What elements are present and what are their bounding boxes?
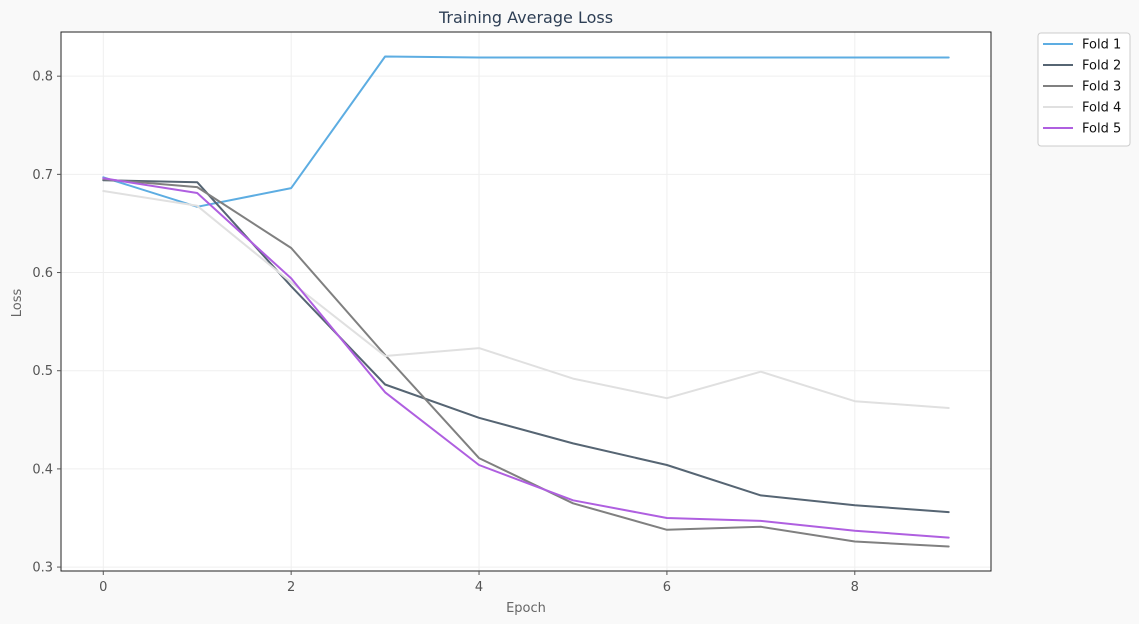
y-tick-label-5: 0.8: [32, 70, 53, 85]
y-tick-label-4: 0.7: [32, 168, 53, 183]
y-axis-label: Loss: [10, 289, 25, 318]
y-tick-label-3: 0.6: [32, 266, 53, 281]
x-tick-label-0: 0: [99, 580, 107, 595]
series-line-fold-2: [102, 179, 950, 514]
plot-background: [61, 32, 991, 571]
y-tick-label-0: 0.3: [32, 561, 53, 576]
series-line-fold-4: [102, 190, 950, 409]
series-line-fold-1: [102, 55, 950, 208]
legend-label-fold-5: Fold 5: [1082, 122, 1121, 137]
legend-box: [1037, 32, 1131, 147]
x-tick-label-4: 8: [851, 580, 859, 595]
legend-label-fold-2: Fold 2: [1082, 59, 1121, 74]
axis-ticks: 0 2 4 6 8 0.3 0.4 0.5 0.6 0.7 0.8: [32, 70, 859, 595]
y-tick-label-2: 0.5: [32, 364, 53, 379]
y-tick-label-1: 0.4: [32, 462, 53, 477]
x-tick-label-3: 6: [663, 580, 671, 595]
x-axis-label: Epoch: [506, 601, 546, 616]
series-lines: [102, 55, 950, 548]
plot-area-frame: [60, 31, 992, 572]
series-line-fold-3: [102, 178, 950, 548]
legend-label-fold-1: Fold 1: [1082, 38, 1121, 53]
x-tick-label-2: 4: [475, 580, 483, 595]
x-tick-label-1: 2: [287, 580, 295, 595]
grid: [61, 32, 991, 571]
series-line-fold-5: [102, 177, 950, 539]
chart-title: Training Average Loss: [438, 8, 613, 27]
legend: Fold 1 Fold 2 Fold 3 Fold 4 Fold 5: [1037, 32, 1131, 147]
legend-label-fold-3: Fold 3: [1082, 80, 1121, 95]
legend-label-fold-4: Fold 4: [1082, 101, 1121, 116]
